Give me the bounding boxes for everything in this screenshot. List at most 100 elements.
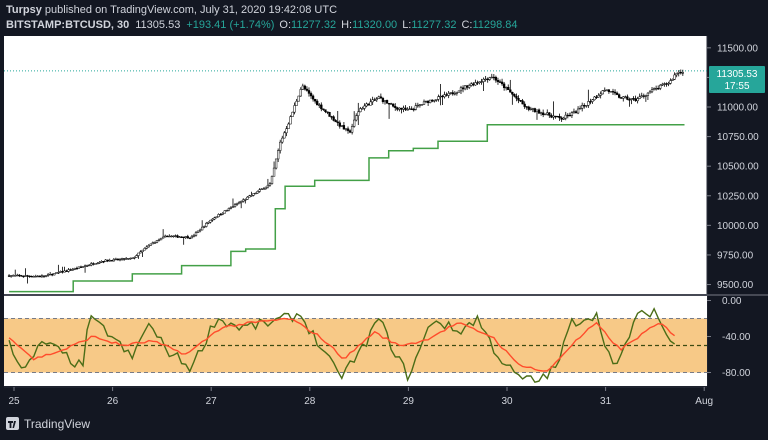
candle-body: [406, 109, 409, 111]
candle-body: [677, 71, 680, 74]
oscillator-tick-label: 0.00: [722, 296, 742, 307]
candle-body: [527, 106, 530, 110]
candle-body: [297, 95, 300, 102]
time-tick-label: 25: [8, 396, 20, 407]
candle-body: [246, 196, 249, 200]
candle-body: [426, 100, 430, 103]
candle-body: [482, 78, 485, 82]
candle-body: [574, 111, 578, 114]
candle-body: [519, 100, 522, 102]
candle-body: [392, 103, 395, 107]
candle-body: [539, 112, 543, 114]
candle-body: [525, 106, 528, 108]
candle-body: [400, 107, 403, 110]
candle-body: [36, 275, 39, 278]
candle-body: [229, 207, 233, 209]
bar-countdown: 17:55: [724, 81, 749, 92]
price-tick-label: 9500.00: [717, 280, 754, 291]
candle-body: [254, 192, 257, 195]
candle-body: [644, 95, 648, 97]
candle-body: [28, 275, 31, 278]
candle-body: [125, 258, 128, 260]
time-tick-label: 26: [107, 396, 119, 407]
price-tick-label: 10750.00: [717, 132, 759, 143]
candle-body: [624, 96, 627, 98]
candle-body: [104, 259, 107, 262]
candle-body: [112, 259, 115, 262]
candle-body: [398, 107, 401, 110]
candle-body: [153, 242, 157, 244]
close-value: 11298.84: [472, 19, 517, 31]
oscillator-axis[interactable]: 0.00 -40.00 -80.00: [707, 296, 751, 379]
time-axis[interactable]: 25 26 27 28 29 30 31 Aug: [4, 386, 713, 407]
low-label: L:: [402, 19, 411, 31]
candle-body: [529, 108, 532, 110]
candle-body: [161, 236, 165, 239]
time-tick-label: 31: [600, 396, 612, 407]
candle-body: [478, 81, 481, 83]
candle-body: [373, 99, 376, 101]
price-plot: [4, 69, 707, 293]
time-tick-label: 27: [206, 396, 218, 407]
candle-body: [155, 239, 159, 243]
candle-body: [287, 123, 290, 130]
candlestick-series: [7, 69, 684, 284]
oscillator-tick-label: -80.00: [722, 368, 751, 379]
price-pane[interactable]: [4, 36, 707, 294]
candle-body: [350, 126, 354, 133]
candle-body: [299, 89, 302, 97]
candle-body: [570, 112, 574, 116]
candle-body: [330, 116, 333, 118]
candle-body: [250, 195, 253, 197]
candle-body: [264, 186, 267, 189]
candle-body: [272, 167, 276, 177]
candle-body: [416, 104, 419, 107]
candle-body: [679, 71, 682, 74]
candle-body: [435, 99, 438, 101]
candle-body: [451, 92, 454, 95]
candle-body: [437, 96, 440, 100]
candle-body: [209, 219, 212, 223]
trailing-stop-line: [9, 124, 685, 293]
candle-body: [583, 105, 586, 107]
candle-body: [258, 189, 261, 192]
candle-body: [244, 199, 247, 201]
candle-body: [650, 89, 654, 93]
candle-body: [75, 268, 79, 270]
candle-body: [609, 91, 613, 93]
candle-body: [418, 104, 422, 106]
candle-body: [377, 96, 380, 99]
candle-body: [186, 236, 189, 239]
candle-body: [371, 99, 374, 103]
candle-body: [443, 94, 446, 98]
candle-body: [498, 81, 502, 83]
candle-body: [474, 82, 477, 86]
candle-body: [507, 86, 510, 91]
candle-body: [620, 97, 623, 99]
candle-body: [61, 271, 64, 273]
candle-body: [622, 96, 625, 99]
candle-body: [439, 95, 442, 98]
time-tick-label: 30: [501, 396, 513, 407]
candle-body: [433, 100, 436, 102]
candle-body: [556, 116, 559, 118]
price-tick-label: 11500.00: [717, 43, 758, 54]
candle-body: [190, 235, 194, 239]
candle-body: [88, 264, 91, 267]
candle-body: [353, 119, 356, 127]
candle-body: [558, 116, 561, 119]
oscillator-main-line: [8, 307, 676, 384]
candle-body: [531, 108, 535, 110]
candle-body: [546, 112, 549, 115]
candle-body: [652, 88, 656, 90]
candle-body: [465, 85, 469, 88]
candle-body: [661, 84, 664, 86]
candle-body: [328, 112, 331, 117]
candle-body: [394, 106, 397, 108]
candle-body: [293, 105, 296, 113]
oscillator-tick-label: -40.00: [722, 332, 751, 343]
candle-body: [595, 96, 598, 98]
candle-body: [201, 226, 204, 231]
candle-body: [322, 108, 325, 110]
